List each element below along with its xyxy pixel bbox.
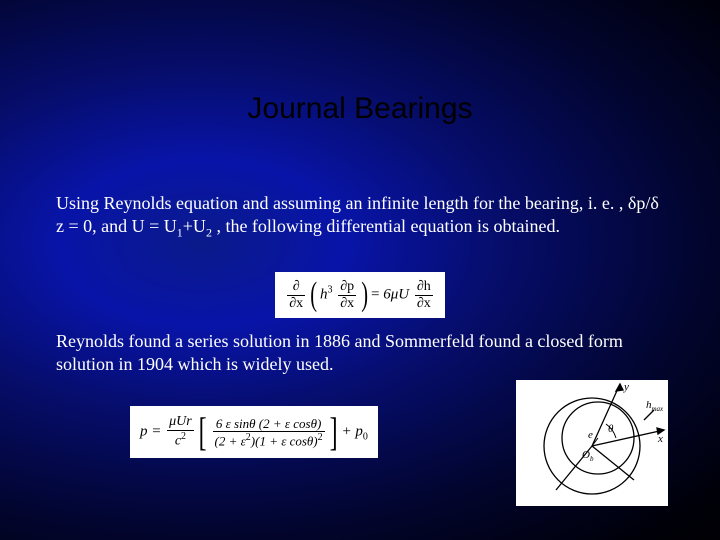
- diag-e: e: [588, 429, 593, 441]
- eq2-den-b-sup: 2: [318, 432, 323, 443]
- bearing-svg-icon: y x hmax θ e Ob: [516, 380, 668, 506]
- eq1-rparen-icon: ): [361, 278, 368, 312]
- paragraph-2: Reynolds found a series solution in 1886…: [56, 330, 668, 375]
- diag-y-label: y: [623, 381, 629, 393]
- eq2-num: 6 ε sinθ (2 + ε cosθ): [213, 417, 325, 432]
- eq1-ddx-num: ∂: [287, 280, 305, 296]
- eq2-rbracket-icon: ]: [330, 412, 338, 452]
- eq2-coeff-num: μUr: [167, 415, 194, 431]
- diag-ob: Ob: [582, 449, 594, 463]
- eq1-ddx-den: ∂x: [287, 296, 305, 311]
- eq2-plus-p0: + p: [341, 423, 362, 439]
- eq2-den-b: )(1 + ε cosθ): [251, 433, 318, 448]
- eq1-equals: =: [371, 286, 383, 302]
- para1-text-c: , the following differential equation is…: [212, 216, 560, 236]
- diag-hmax: hmax: [646, 399, 664, 413]
- eq2-coeff: μUr c2: [165, 415, 196, 449]
- eq2-den-a: (2 + ε: [215, 433, 246, 448]
- diag-x-label: x: [657, 433, 663, 445]
- eq2-coeff-den: c2: [167, 431, 194, 449]
- diag-theta: θ: [608, 423, 614, 435]
- eq1-dhdx-num: ∂h: [415, 280, 433, 296]
- eq2-coeff-den-sup: 2: [181, 431, 186, 442]
- eq2-lbracket-icon: [: [199, 412, 207, 452]
- equation-1: ∂ ∂x ( h3 ∂p ∂x ) = 6μU ∂h ∂x: [275, 272, 445, 318]
- eq1-ddx: ∂ ∂x: [285, 280, 307, 311]
- eq1-dhdx-den: ∂x: [415, 296, 433, 311]
- eq2-p0-sub: 0: [363, 431, 368, 442]
- equation-1-container: ∂ ∂x ( h3 ∂p ∂x ) = 6μU ∂h ∂x: [0, 272, 720, 318]
- eq1-lparen-icon: (: [310, 278, 317, 312]
- eq2-den: (2 + ε2)(1 + ε cosθ)2: [213, 432, 325, 447]
- paragraph-1: Using Reynolds equation and assuming an …: [56, 192, 668, 240]
- eq1-dhdx: ∂h ∂x: [413, 280, 435, 311]
- eq1-dpdx-den: ∂x: [338, 296, 356, 311]
- eq1-h-sup: 3: [327, 284, 332, 295]
- bearing-diagram: y x hmax θ e Ob: [516, 380, 668, 506]
- eq1-dpdx: ∂p ∂x: [336, 280, 358, 311]
- slide-title: Journal Bearings: [0, 92, 720, 126]
- eq1-dpdx-num: ∂p: [338, 280, 356, 296]
- eq2-lhs: p =: [140, 423, 165, 439]
- para1-text-b: +U: [183, 216, 206, 236]
- equation-2: p = μUr c2 [ 6 ε sinθ (2 + ε cosθ) (2 + …: [130, 406, 378, 458]
- eq2-mainfrac: 6 ε sinθ (2 + ε cosθ) (2 + ε 2)(1 + ε cos…: [211, 417, 327, 447]
- slide: Journal Bearings Using Reynolds equation…: [0, 0, 720, 540]
- equation-2-container: p = μUr c2 [ 6 ε sinθ (2 + ε cosθ) (2 + …: [130, 406, 378, 458]
- eq1-rhs-coeff: 6μU: [383, 286, 413, 302]
